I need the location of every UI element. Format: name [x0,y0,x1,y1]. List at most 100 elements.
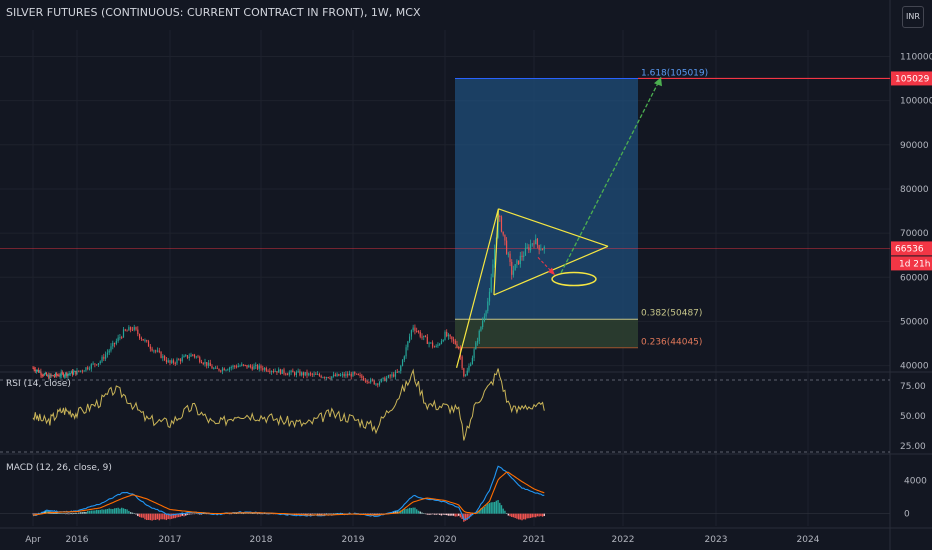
candle-body [190,354,192,357]
macd-histogram-bar [131,512,134,514]
candle-body [83,370,85,372]
macd-histogram-bar [235,513,238,514]
candle-body [181,357,183,362]
macd-histogram-bar [256,513,259,515]
candle-body [249,365,252,367]
candle-body [34,369,36,372]
candle-body [470,364,472,366]
macd-axis-tick: 4000 [904,477,927,487]
candle-body [36,369,39,371]
macd-histogram-bar [444,513,446,515]
macd-histogram-bar [260,513,262,515]
candle-body [311,373,313,375]
candle-body [124,329,126,331]
macd-histogram-bar [97,510,100,514]
candle-body [32,367,34,369]
macd-histogram-bar [185,513,187,516]
candle-body [538,245,540,250]
candle-body [146,340,148,342]
macd-histogram-bar [529,513,532,518]
candle-body [363,377,365,381]
last-price-label: 66536 [895,244,924,254]
candle-body [461,356,463,369]
macd-histogram-bar [117,507,119,514]
time-axis-tick: 2017 [159,535,182,545]
macd-histogram-bar [540,513,542,517]
candle-body [540,249,542,251]
candle-body [340,374,342,376]
candle-body [313,373,315,375]
time-axis-tick: 2020 [434,535,457,545]
macd-histogram-bar [516,513,518,519]
macd-histogram-bar [408,507,411,514]
candle-body [488,291,491,302]
candle-body [172,360,175,363]
candle-body [464,375,467,377]
candle-body [58,375,60,377]
macd-histogram-bar [85,512,87,514]
candle-body [269,371,271,373]
candle-body [276,371,278,373]
price-axis-tick: 40000 [900,362,929,372]
macd-histogram-bar [405,508,407,514]
macd-histogram-bar [526,513,528,519]
candle-body [384,377,386,382]
candle-body [242,364,245,366]
candle-body [364,380,366,382]
candle-body [131,329,134,331]
candle-body [140,338,142,340]
macd-histogram-bar [543,513,545,517]
candle-body [62,373,65,377]
macd-histogram-bar [69,513,71,515]
candle-body [88,368,91,370]
candle-body [350,373,352,377]
candle-body [299,371,301,376]
candle-body [78,370,80,372]
candle-body [487,301,489,311]
candle-body [137,329,139,335]
candle-body [444,331,446,341]
candle-body [295,372,297,376]
candle-body [517,260,520,265]
macd-histogram-bar [329,513,331,514]
macd-histogram-bar [162,513,164,520]
candle-body [54,373,57,377]
macd-histogram-bar [61,513,64,515]
countdown-label: 1d 21h [899,259,930,269]
macd-histogram-bar [437,513,439,515]
macd-histogram-bar [128,510,130,514]
candle-body [241,364,243,366]
candle-body [294,372,296,376]
macd-histogram-bar [95,509,98,514]
candle-body [237,365,239,368]
currency-button[interactable]: INR [902,6,924,28]
candle-body [419,331,421,337]
countdown-tag [891,256,932,271]
candle-body [478,330,480,342]
fib-upper-zone [455,78,638,320]
candle-body [33,367,35,370]
candle-body [103,356,105,359]
candle-body [400,365,402,371]
candle-body [361,375,363,378]
candle-body [167,360,169,363]
macd-histogram-bar [480,508,482,514]
macd-histogram-bar [195,513,197,515]
macd-histogram-bar [459,513,462,518]
macd-histogram-bar [423,513,425,514]
macd-histogram-bar [55,512,58,514]
macd-histogram-bar [74,513,76,514]
candle-body [188,356,190,358]
candle-body [45,372,48,376]
macd-histogram-bar [318,513,321,515]
time-axis-tick: Apr [25,535,41,545]
candle-body [387,375,389,378]
macd-histogram-bar [481,508,484,514]
time-axis-tick: 2022 [612,535,635,545]
candle-body [39,371,41,373]
macd-histogram-bar [507,513,510,516]
candle-body [315,373,317,375]
candle-body [260,365,262,369]
candle-body [359,375,361,377]
